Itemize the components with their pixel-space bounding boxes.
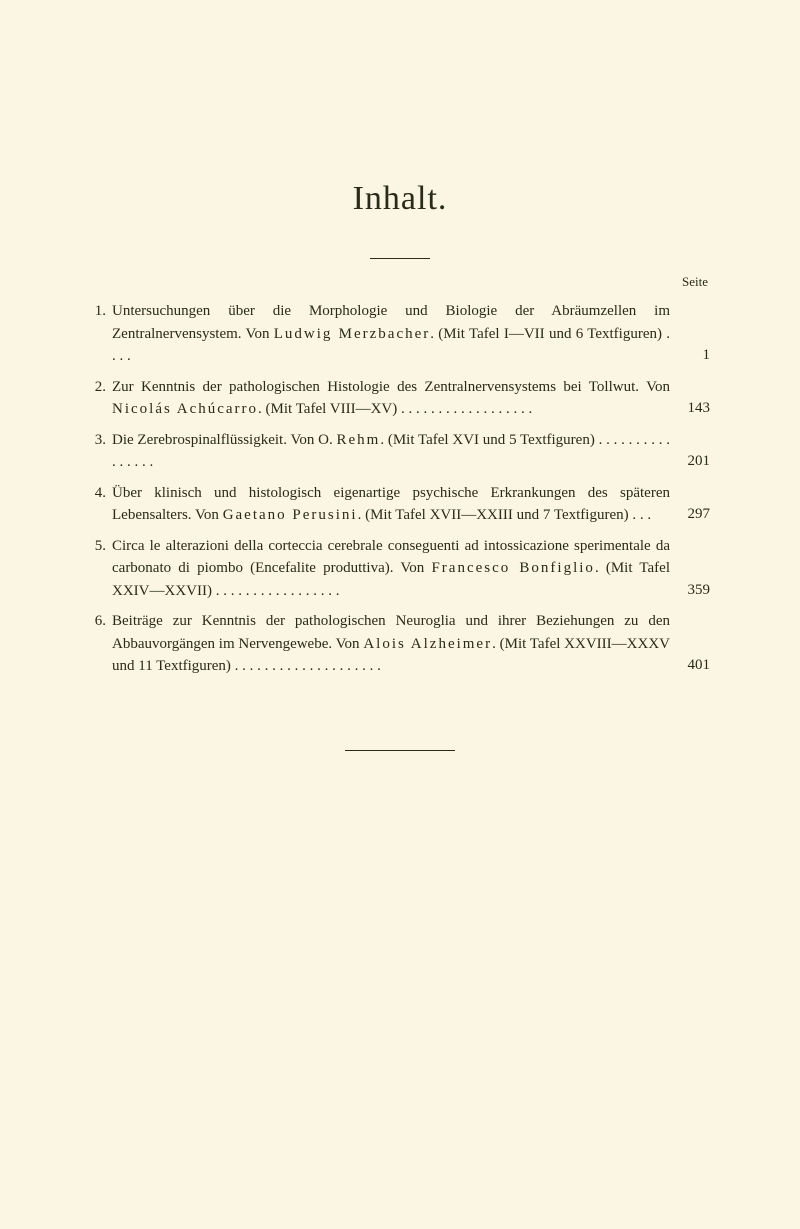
toc-entry: 4. Über klinisch und histologisch eigena…: [90, 482, 710, 527]
entry-number: 5.: [90, 535, 112, 603]
title-divider: [90, 246, 710, 264]
entry-number: 6.: [90, 610, 112, 678]
entry-text: Zur Kenntnis der pathologischen Histolog…: [112, 376, 670, 421]
entry-text: Circa le alterazioni della corteccia cer…: [112, 535, 670, 603]
entry-number: 2.: [90, 376, 112, 421]
entry-page: 297: [670, 503, 710, 527]
entry-page: 201: [670, 450, 710, 474]
toc-entry: 3. Die Zerebrospinalflüssigkeit. Von O. …: [90, 429, 710, 474]
toc-entries: 1. Untersuchungen über die Morphologie u…: [90, 300, 710, 678]
entry-number: 3.: [90, 429, 112, 474]
entry-number: 4.: [90, 482, 112, 527]
entry-text: Über klinisch und histologisch eigenarti…: [112, 482, 670, 527]
entry-page: 401: [670, 654, 710, 678]
page-title: Inhalt.: [90, 180, 710, 218]
entry-number: 1.: [90, 300, 112, 368]
entry-text: Die Zerebrospinalflüssigkeit. Von O. Reh…: [112, 429, 670, 474]
toc-entry: 1. Untersuchungen über die Morphologie u…: [90, 300, 710, 368]
toc-entry: 5. Circa le alterazioni della corteccia …: [90, 535, 710, 603]
entry-page: 143: [670, 397, 710, 421]
toc-entry: 6. Beiträge zur Kenntnis der pathologisc…: [90, 610, 710, 678]
entry-text: Untersuchungen über die Morphologie und …: [112, 300, 670, 368]
entry-page: 1: [670, 344, 710, 368]
page-column-header: Seite: [682, 274, 708, 290]
toc-entry: 2. Zur Kenntnis der pathologischen Histo…: [90, 376, 710, 421]
column-header-row: Seite: [90, 274, 710, 290]
end-divider: [90, 738, 710, 756]
entry-text: Beiträge zur Kenntnis der pathologischen…: [112, 610, 670, 678]
entry-page: 359: [670, 579, 710, 603]
